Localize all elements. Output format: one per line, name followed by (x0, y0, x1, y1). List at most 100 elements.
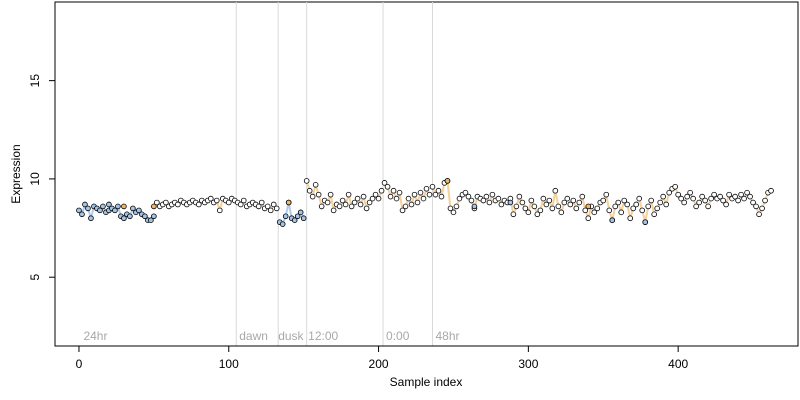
data-point (564, 195, 571, 202)
data-point (378, 187, 385, 194)
data-point (549, 205, 556, 212)
data-point (351, 199, 358, 206)
data-point (267, 207, 274, 214)
data-point (567, 201, 574, 208)
data-point (408, 201, 415, 208)
data-point (591, 209, 598, 216)
data-point (291, 217, 298, 223)
data-point (369, 195, 376, 202)
plot-area (54, 1, 799, 347)
data-point (354, 195, 361, 202)
data-point (282, 213, 289, 220)
data-point (384, 183, 391, 190)
data-point (615, 199, 622, 206)
data-point (510, 211, 517, 218)
y-tick-label: 15 (28, 74, 42, 88)
data-point (411, 191, 418, 198)
data-point (420, 195, 427, 202)
data-point (498, 201, 505, 208)
data-point (426, 191, 433, 198)
data-point (97, 207, 103, 214)
data-point (381, 180, 388, 186)
data-point (456, 195, 463, 202)
x-tick-label: 200 (369, 357, 389, 371)
data-point (363, 205, 370, 212)
data-point (690, 195, 696, 202)
data-point (82, 201, 88, 208)
data-point (312, 182, 319, 188)
data-point (651, 211, 657, 218)
data-point (465, 193, 472, 200)
data-point (741, 195, 747, 202)
annotation-labels: 24hr dawn dusk 12:00 0:00 48hr (83, 329, 459, 343)
data-point (576, 199, 583, 206)
data-point (762, 197, 768, 204)
data-point (630, 205, 637, 212)
data-point (648, 197, 654, 204)
highlight-point (285, 199, 292, 206)
data-point (702, 197, 708, 204)
y-axis-title: Expression (9, 144, 23, 203)
data-point (207, 195, 214, 202)
x-tick-label: 300 (518, 357, 538, 371)
highlight-point (642, 219, 649, 225)
data-point (142, 213, 148, 220)
data-point (270, 201, 277, 208)
data-point (79, 211, 85, 218)
y-tick-label: 5 (28, 274, 42, 281)
data-point (513, 203, 520, 210)
data-point (582, 207, 589, 214)
data-point (618, 209, 625, 216)
data-point (627, 215, 634, 222)
data-point (633, 201, 640, 208)
data-point (516, 193, 523, 200)
data-point (756, 211, 762, 218)
data-point (309, 193, 316, 200)
data-point (663, 201, 669, 208)
highlight-point (471, 203, 478, 210)
data-point (154, 199, 160, 206)
vertical-reference-lines (235, 2, 433, 346)
data-point (279, 221, 286, 227)
data-point (570, 197, 577, 204)
y-tick-label: 10 (28, 172, 42, 186)
data-point (345, 191, 352, 198)
data-point (85, 205, 91, 212)
data-point (429, 183, 436, 190)
data-point (112, 207, 118, 214)
data-point (402, 203, 409, 210)
data-point (100, 203, 106, 210)
data-point (660, 193, 666, 200)
data-point (375, 195, 382, 202)
y-axis: 5 10 15 (28, 74, 56, 281)
data-point (495, 195, 502, 202)
data-point (711, 191, 717, 198)
data-point (522, 205, 529, 212)
data-point (255, 203, 262, 210)
data-point (720, 197, 726, 204)
data-point (525, 209, 532, 216)
data-point (561, 199, 568, 206)
data-point (696, 199, 702, 206)
data-point (693, 203, 699, 210)
data-point (744, 189, 750, 196)
x-tick-label: 400 (668, 357, 688, 371)
data-point (240, 197, 247, 204)
data-point (621, 197, 628, 204)
data-point (678, 195, 684, 202)
data-point (196, 201, 202, 208)
data-point (357, 201, 364, 208)
data-point (705, 203, 711, 210)
data-point (753, 203, 759, 210)
highlight-point (106, 201, 112, 208)
data-point (121, 215, 127, 222)
data-point (519, 199, 526, 206)
data-point (750, 199, 756, 206)
data-point (175, 201, 181, 208)
data-point (639, 207, 646, 214)
data-point (148, 217, 154, 223)
data-point (657, 199, 663, 206)
data-point (151, 213, 157, 220)
data-point (537, 207, 544, 214)
highlight-point (151, 203, 157, 210)
